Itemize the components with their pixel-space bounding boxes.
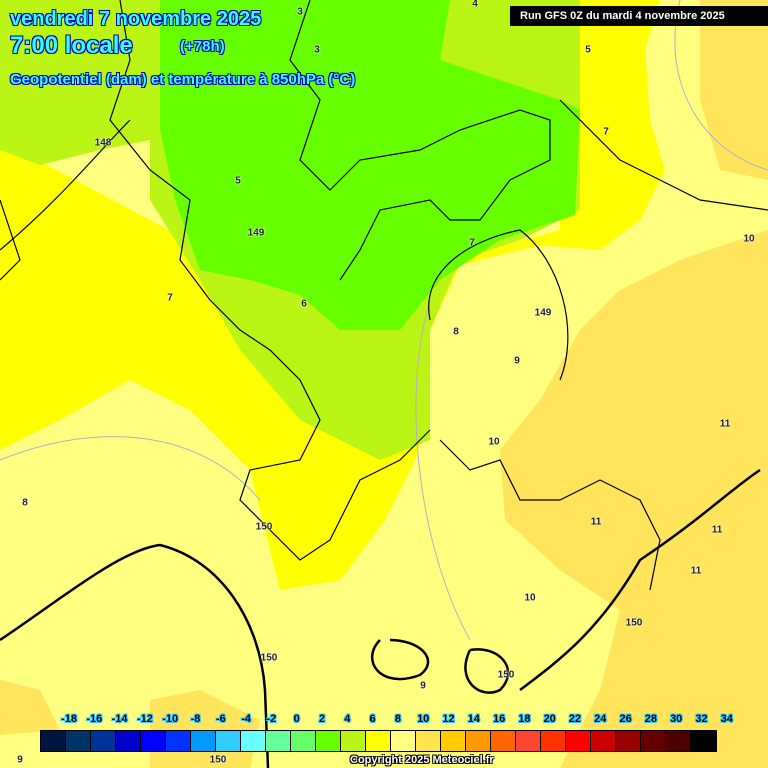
legend-swatch (616, 731, 641, 751)
legend-swatch (216, 731, 241, 751)
legend-swatch (291, 731, 316, 751)
legend-swatch (466, 731, 491, 751)
legend-tick-label: 14 (467, 713, 480, 725)
map-value-label: 9 (514, 355, 520, 367)
legend-swatch (241, 731, 266, 751)
color-scale-legend (40, 730, 717, 752)
map-value-label: 150 (209, 754, 227, 766)
legend-swatch (491, 731, 516, 751)
legend-tick-label: 32 (695, 713, 708, 725)
map-value-label: 148 (94, 137, 112, 149)
legend-swatch (516, 731, 541, 751)
legend-tick-label: -12 (136, 713, 153, 725)
map-value-label: 5 (585, 44, 591, 56)
legend-swatch (91, 731, 116, 751)
map-value-label: 11 (719, 418, 731, 430)
legend-swatch (441, 731, 466, 751)
map-value-label: 149 (247, 227, 265, 239)
legend-tick-label: 18 (518, 713, 531, 725)
map-value-label: 11 (590, 516, 602, 528)
map-value-label: 6 (301, 298, 307, 310)
legend-swatch (366, 731, 391, 751)
map-value-label: 150 (260, 652, 278, 664)
legend-swatch (41, 731, 66, 751)
map-value-label: 8 (22, 497, 28, 509)
map-value-label: 9 (420, 680, 426, 692)
legend-swatch (591, 731, 616, 751)
legend-tick-label: 30 (670, 713, 683, 725)
geopotential-150-contour (0, 468, 761, 768)
legend-tick-label: -18 (61, 713, 77, 725)
legend-tick-label: 22 (568, 713, 582, 725)
legend-swatch (666, 731, 691, 751)
legend-swatch (316, 731, 341, 751)
legend-tick-label: -16 (86, 713, 103, 725)
map-value-label: 10 (488, 436, 500, 448)
map-value-label: 150 (497, 669, 515, 681)
map-value-label: 11 (690, 565, 702, 577)
legend-tick-label: -10 (162, 713, 179, 725)
legend-tick-label: -8 (190, 713, 201, 725)
legend-swatch (391, 731, 416, 751)
legend-tick-label: 24 (594, 713, 607, 725)
legend-tick-label: 16 (492, 713, 506, 725)
legend-tick-label: 8 (394, 713, 401, 725)
legend-tick-label: -4 (241, 713, 251, 725)
forecast-time: 7:00 locale (10, 32, 133, 59)
legend-swatch (541, 731, 566, 751)
parameter-title: Geopotentiel (dam) et température à 850h… (10, 71, 356, 88)
legend-swatch (191, 731, 216, 751)
map-value-label: 7 (469, 237, 475, 249)
legend-swatch (266, 731, 291, 751)
legend-swatch (416, 731, 441, 751)
legend-swatch (166, 731, 191, 751)
legend-swatch (341, 731, 366, 751)
map-value-label: 11 (711, 524, 723, 536)
forecast-lead-time: (+78h) (180, 38, 225, 55)
legend-tick-label: -2 (266, 713, 277, 725)
legend-tick-label: 0 (293, 713, 300, 725)
legend-tick-label: 10 (417, 713, 430, 725)
forecast-date: vendredi 7 novembre 2025 (10, 8, 262, 30)
legend-swatch (116, 731, 141, 751)
legend-tick-label: 2 (318, 713, 326, 725)
legend-swatch (691, 731, 716, 751)
map-value-label: 10 (743, 233, 755, 245)
map-value-label: 9 (17, 754, 23, 766)
map-value-label: 149 (534, 307, 552, 319)
map-value-label: 7 (167, 292, 173, 304)
coastlines-borders (0, 0, 768, 591)
legend-tick-label: -6 (215, 713, 226, 725)
model-run-banner: Run GFS 0Z du mardi 4 novembre 2025 (510, 6, 768, 26)
map-value-label: 150 (625, 617, 643, 629)
copyright: Copyright 2025 Meteociel.fr (350, 754, 494, 766)
legend-tick-label: 28 (644, 713, 658, 725)
temperature-zone-10-12-east (500, 0, 768, 768)
map-value-label: 4 (472, 0, 478, 10)
legend-tick-label: 4 (344, 713, 351, 725)
map-value-label: 3 (297, 6, 303, 18)
legend-swatch (141, 731, 166, 751)
legend-tick-label: 20 (543, 713, 556, 725)
legend-tick-label: 12 (442, 713, 455, 725)
temperature-zone-2-4 (160, 0, 580, 330)
legend-tick-label: 6 (369, 713, 376, 725)
map-value-label: 3 (314, 44, 320, 56)
legend-tick-label: -14 (111, 713, 128, 725)
legend-swatch (641, 731, 666, 751)
map-value-label: 10 (524, 592, 536, 604)
map-value-label: 150 (255, 521, 273, 533)
map-value-label: 5 (235, 175, 241, 187)
legend-swatch (66, 731, 91, 751)
legend-tick-label: 34 (720, 713, 733, 725)
legend-tick-label: 26 (619, 713, 632, 725)
map-value-label: 7 (603, 126, 609, 138)
isotherm-lines (0, 0, 768, 641)
legend-swatch (566, 731, 591, 751)
map-value-label: 8 (453, 326, 459, 338)
